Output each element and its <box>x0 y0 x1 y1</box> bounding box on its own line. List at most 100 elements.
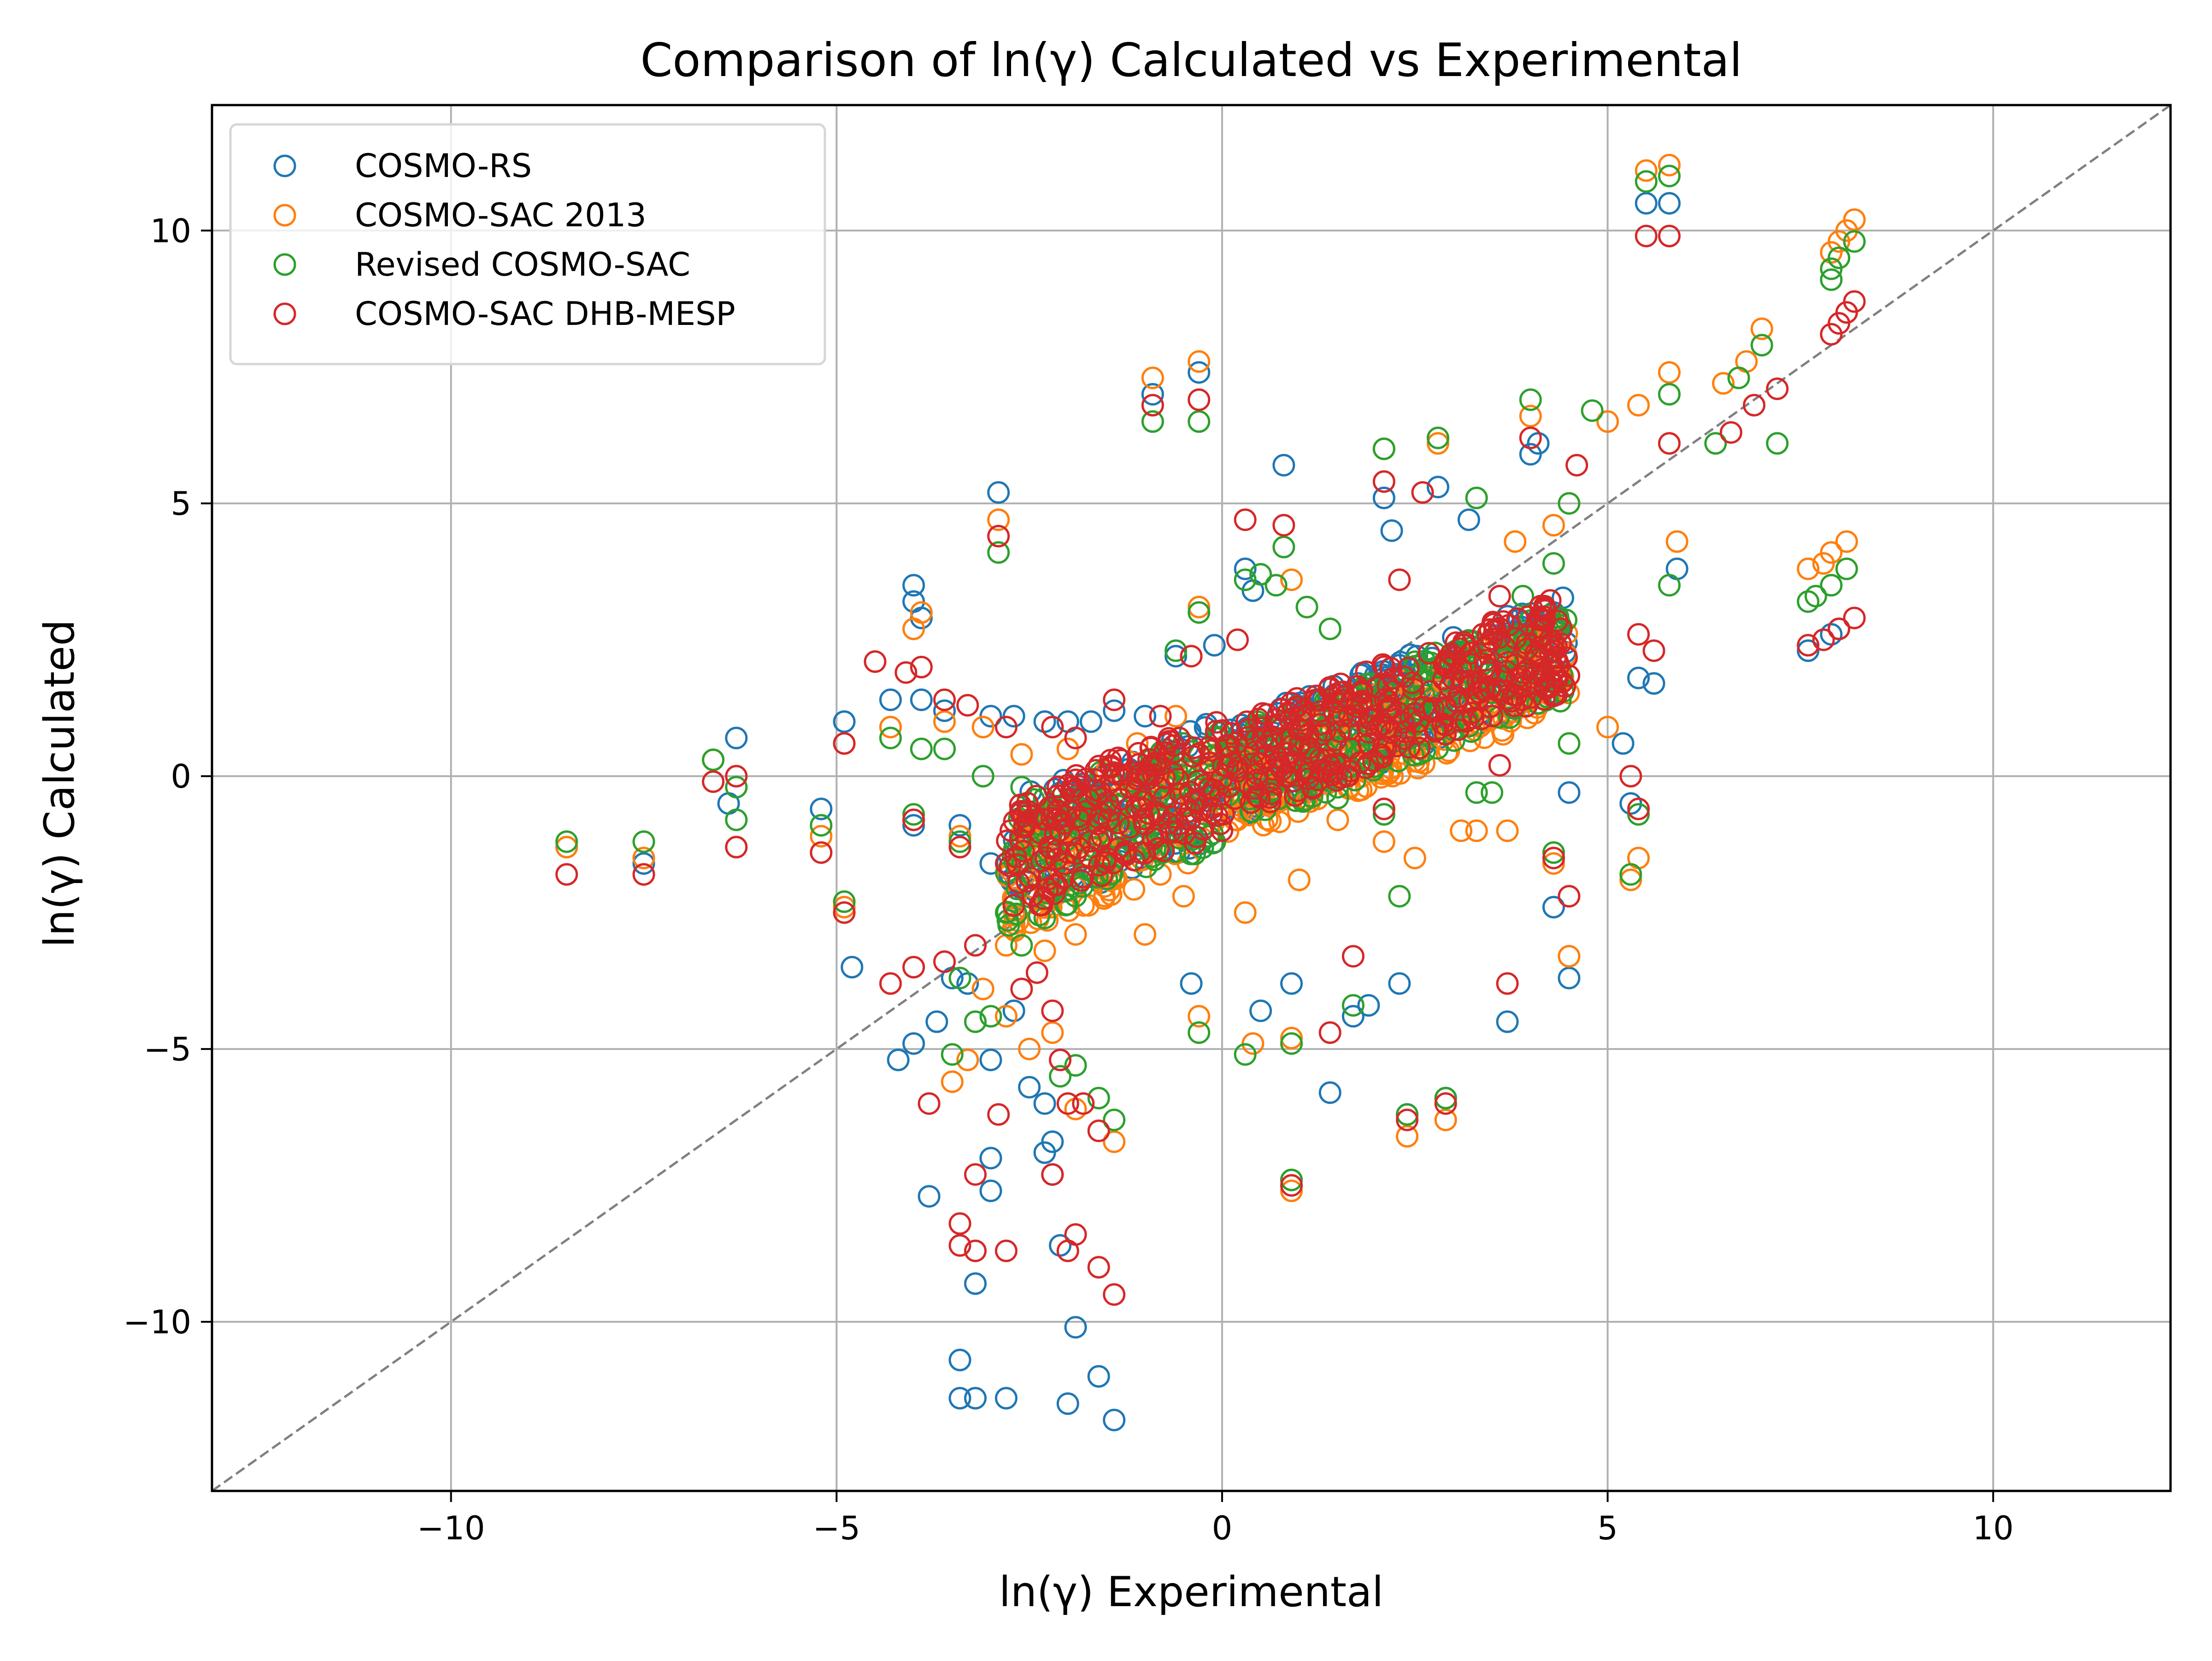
data-point <box>1426 432 1449 455</box>
legend-label: COSMO-RS <box>355 147 532 185</box>
data-point <box>1459 653 1483 676</box>
data-point <box>1828 246 1851 269</box>
data-point <box>999 854 1022 878</box>
data-point <box>994 901 1018 924</box>
data-point <box>1272 454 1295 477</box>
data-point <box>1812 628 1835 651</box>
data-point <box>1529 636 1552 659</box>
data-point <box>1635 170 1658 193</box>
data-point <box>1064 1054 1087 1077</box>
data-point <box>996 829 1019 852</box>
data-point <box>1188 361 1211 384</box>
data-point <box>1658 153 1681 177</box>
data-point <box>1496 972 1519 995</box>
data-point <box>948 1234 971 1257</box>
data-point <box>1219 745 1242 768</box>
data-point <box>833 710 856 733</box>
data-point <box>1147 804 1171 827</box>
data-point <box>1357 994 1380 1017</box>
data-point <box>1087 1119 1110 1143</box>
y-tick-label: −10 <box>123 1303 191 1341</box>
data-point <box>1272 536 1295 559</box>
data-point <box>948 836 971 859</box>
data-point <box>1103 699 1126 722</box>
data-point <box>879 972 902 995</box>
data-point <box>1141 383 1164 406</box>
data-point <box>1268 810 1291 833</box>
data-point <box>1010 743 1033 766</box>
data-point <box>1041 999 1064 1022</box>
data-point <box>1372 486 1395 509</box>
data-point <box>1072 1092 1095 1115</box>
data-point <box>1496 651 1519 674</box>
data-point <box>841 955 864 978</box>
data-point <box>1558 885 1581 908</box>
data-point <box>1465 486 1488 509</box>
data-point <box>1309 704 1332 727</box>
data-point <box>1835 530 1858 553</box>
data-point <box>1434 1087 1457 1110</box>
data-point <box>725 765 748 788</box>
plot-frame <box>211 104 2172 1492</box>
data-point <box>555 830 578 853</box>
data-point <box>979 1048 1002 1072</box>
data-point <box>833 901 856 924</box>
data-point <box>1843 230 1866 253</box>
data-point <box>1002 894 1025 917</box>
data-point <box>1558 781 1581 804</box>
data-point <box>1727 366 1750 389</box>
data-point <box>1658 361 1681 384</box>
data-point <box>879 716 902 739</box>
data-point <box>1118 816 1141 839</box>
data-point <box>1658 574 1681 597</box>
data-point <box>810 814 833 837</box>
data-point <box>910 655 933 678</box>
data-point <box>1045 873 1068 896</box>
data-point <box>1139 736 1162 760</box>
data-point <box>1377 696 1400 719</box>
data-point <box>1379 657 1402 680</box>
data-point <box>1488 754 1511 777</box>
data-point <box>810 841 833 864</box>
legend-marker-icon <box>273 253 296 276</box>
data-point <box>1388 762 1412 785</box>
data-point <box>1431 713 1454 736</box>
data-point <box>1517 605 1540 628</box>
data-point <box>1437 739 1460 762</box>
data-point <box>1182 736 1206 760</box>
data-point <box>987 1103 1010 1126</box>
data-point <box>1197 825 1220 848</box>
data-point <box>1209 813 1232 836</box>
data-point <box>1658 432 1681 455</box>
data-point <box>1542 847 1565 870</box>
data-point <box>1542 895 1565 919</box>
data-point <box>1372 797 1395 820</box>
data-point <box>1226 628 1249 651</box>
x-axis-label: ln(γ) Experimental <box>999 1568 1383 1616</box>
data-point <box>1123 878 1146 901</box>
y-tick-label: 0 <box>171 758 191 795</box>
data-point <box>1249 999 1272 1022</box>
data-point <box>1473 679 1496 702</box>
data-point <box>1519 426 1542 449</box>
data-point <box>948 830 971 853</box>
data-point <box>1555 646 1578 669</box>
data-point <box>933 688 956 711</box>
data-point <box>1210 767 1233 790</box>
data-point <box>1280 568 1303 591</box>
data-point <box>1330 689 1353 712</box>
data-point <box>1658 383 1681 406</box>
data-point <box>933 737 956 760</box>
data-point <box>1085 784 1108 807</box>
data-point <box>987 541 1010 564</box>
data-point <box>964 1163 987 1186</box>
data-point <box>987 508 1010 531</box>
data-point <box>1280 1026 1303 1049</box>
data-point <box>1209 784 1232 807</box>
x-tick-label: 0 <box>1212 1509 1233 1547</box>
data-point <box>1519 405 1542 428</box>
data-point <box>702 748 725 772</box>
data-point <box>902 803 925 826</box>
y-axis-label: ln(γ) Calculated <box>35 619 84 948</box>
data-point <box>632 830 655 853</box>
